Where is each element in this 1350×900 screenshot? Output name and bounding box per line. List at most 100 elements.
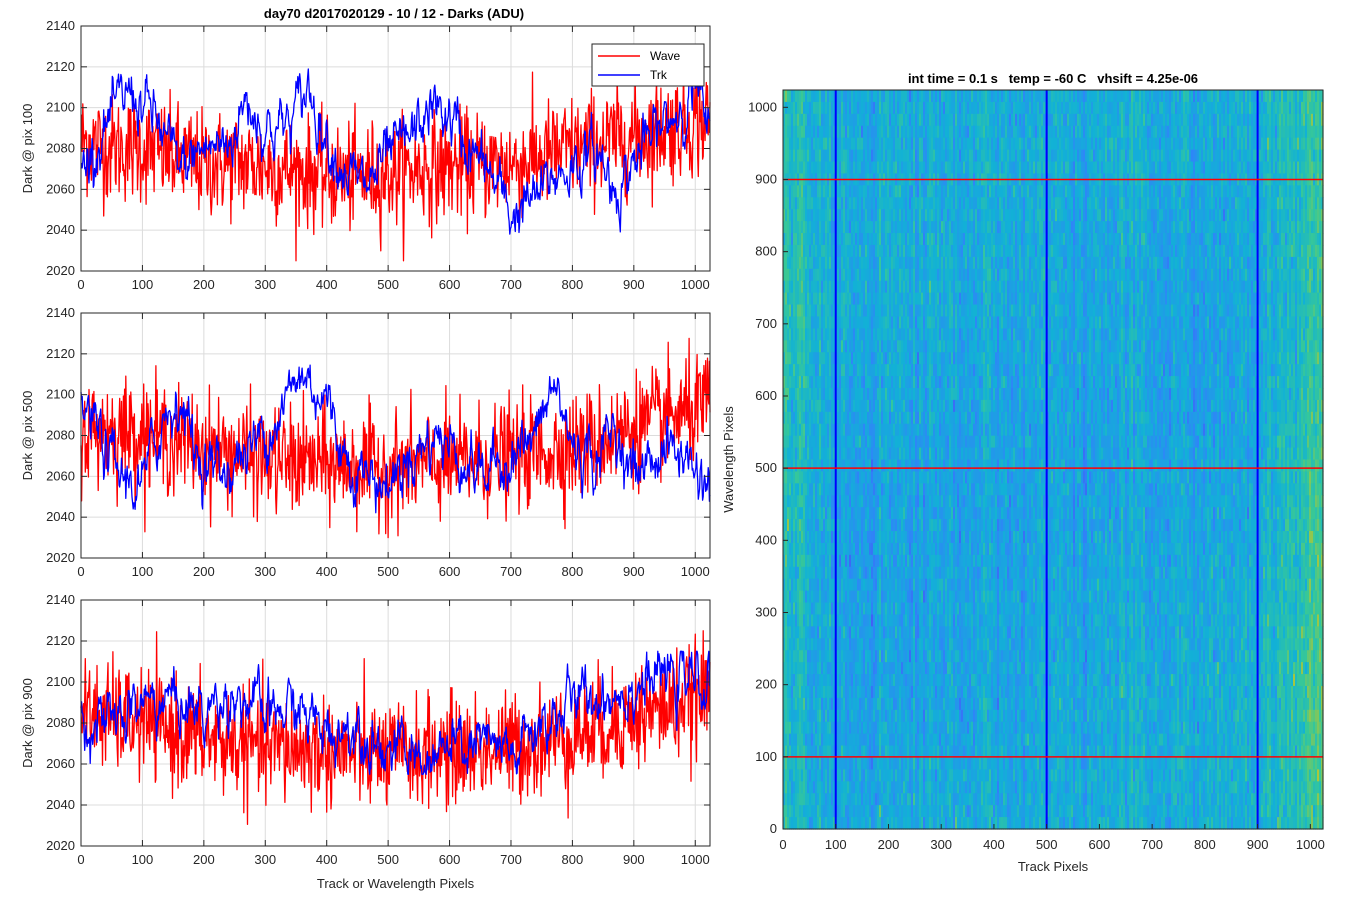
heatmap-cell bbox=[875, 90, 878, 103]
x-tick-label: 500 bbox=[377, 852, 399, 867]
heatmap-cell bbox=[911, 662, 914, 675]
heatmap-cell bbox=[797, 113, 800, 127]
heatmap-cell bbox=[905, 256, 908, 270]
heatmap-cell bbox=[827, 483, 830, 496]
heatmap-cell bbox=[925, 197, 928, 210]
heatmap-cell bbox=[799, 161, 802, 175]
heatmap-cell bbox=[795, 459, 798, 473]
heatmap-cell bbox=[931, 793, 934, 806]
heatmap-cell bbox=[903, 161, 906, 175]
heatmap-cell bbox=[819, 745, 822, 759]
heatmap-cell bbox=[867, 376, 870, 389]
heatmap-cell bbox=[823, 685, 826, 699]
heatmap-cell bbox=[803, 233, 806, 246]
heatmap-cell bbox=[833, 399, 836, 413]
heatmap-cell bbox=[873, 495, 876, 508]
heatmap-cell bbox=[845, 566, 848, 580]
heatmap-cell bbox=[889, 745, 892, 759]
heatmap-cell bbox=[925, 304, 928, 318]
heatmap-cell bbox=[789, 471, 792, 484]
heatmap-cell bbox=[863, 757, 866, 770]
heatmap-cell bbox=[801, 781, 804, 794]
heatmap-cell bbox=[891, 316, 894, 329]
heatmap-cell bbox=[847, 769, 850, 782]
heatmap-cell bbox=[797, 185, 800, 198]
heatmap-cell bbox=[839, 221, 842, 234]
heatmap-cell bbox=[871, 507, 874, 520]
heatmap-cell bbox=[891, 685, 894, 699]
heatmap-cell bbox=[889, 197, 892, 210]
heatmap-cell bbox=[791, 447, 794, 461]
heatmap-cell bbox=[799, 435, 802, 449]
heatmap-cell bbox=[867, 674, 870, 687]
heatmap-cell bbox=[815, 626, 818, 639]
heatmap-cell bbox=[929, 268, 932, 282]
heatmap-cell bbox=[851, 685, 854, 699]
heatmap-cell bbox=[889, 256, 892, 270]
heatmap-cell bbox=[881, 376, 884, 389]
heatmap-cell bbox=[821, 185, 824, 198]
heatmap-cell bbox=[877, 185, 880, 198]
heatmap-cell bbox=[907, 566, 910, 580]
heatmap-cell bbox=[841, 542, 844, 556]
heatmap-cell bbox=[907, 614, 910, 627]
heatmap-cell bbox=[805, 149, 808, 163]
heatmap-cell bbox=[873, 709, 876, 723]
heatmap-cell bbox=[869, 268, 872, 282]
heatmap-cell bbox=[797, 542, 800, 556]
heatmap-cell bbox=[895, 471, 898, 484]
heatmap-cell bbox=[875, 376, 878, 389]
heatmap-cell bbox=[919, 244, 922, 258]
heatmap-cell bbox=[863, 411, 866, 425]
heatmap-cell bbox=[851, 566, 854, 580]
heatmap-cell bbox=[879, 137, 882, 151]
heatmap-cell bbox=[791, 149, 794, 163]
heatmap-cell bbox=[863, 304, 866, 318]
heatmap-cell bbox=[847, 280, 850, 294]
heatmap-cell bbox=[807, 566, 810, 580]
heatmap-cell bbox=[891, 733, 894, 747]
heatmap-cell bbox=[911, 101, 914, 115]
heatmap-cell bbox=[895, 149, 898, 163]
x-tick-label: 200 bbox=[193, 852, 215, 867]
heatmap-cell bbox=[845, 626, 848, 639]
heatmap-cell bbox=[911, 459, 914, 473]
heatmap-cell bbox=[883, 376, 886, 389]
heatmap-cell bbox=[799, 745, 802, 759]
heatmap-cell bbox=[809, 328, 812, 341]
heatmap-cell bbox=[875, 256, 878, 270]
heatmap-cell bbox=[869, 697, 872, 711]
heatmap-cell bbox=[889, 554, 892, 568]
heatmap-cell bbox=[791, 268, 794, 282]
heatmap-cell bbox=[803, 423, 806, 437]
heatmap-cell bbox=[847, 519, 850, 532]
heatmap-cell bbox=[801, 542, 804, 556]
heatmap-cell bbox=[799, 483, 802, 496]
heatmap-cell bbox=[925, 244, 928, 258]
heatmap-cell bbox=[933, 435, 936, 449]
heatmap-cell bbox=[931, 459, 934, 473]
heatmap-cell bbox=[875, 149, 878, 163]
heatmap-cell bbox=[873, 745, 876, 759]
heatmap-cell bbox=[889, 244, 892, 258]
heatmap-cell bbox=[799, 769, 802, 782]
heatmap-cell bbox=[925, 340, 928, 353]
heatmap-cell bbox=[929, 292, 932, 306]
heatmap-cell bbox=[909, 769, 912, 782]
heatmap-cell bbox=[911, 578, 914, 592]
heatmap-cell bbox=[923, 185, 926, 198]
heatmap-cell bbox=[855, 292, 858, 306]
heatmap-cell bbox=[795, 101, 798, 115]
heatmap-cell bbox=[837, 137, 840, 151]
heatmap-cell bbox=[921, 292, 924, 306]
heatmap-cell bbox=[827, 387, 830, 401]
heatmap-cell bbox=[875, 399, 878, 413]
heatmap-cell bbox=[877, 161, 880, 175]
heatmap-cell bbox=[837, 113, 840, 127]
heatmap-cell bbox=[849, 256, 852, 270]
heatmap-cell bbox=[861, 209, 864, 222]
heatmap-cell bbox=[815, 423, 818, 437]
heatmap-cell bbox=[935, 197, 938, 210]
heatmap-cell bbox=[807, 161, 810, 175]
heatmap-cell bbox=[845, 161, 848, 175]
